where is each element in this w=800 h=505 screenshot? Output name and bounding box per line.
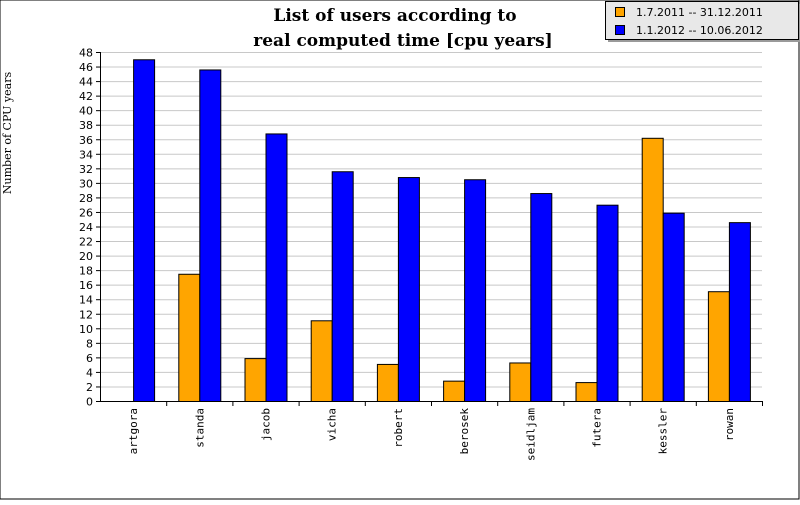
y-tick-label-36: 36 xyxy=(79,134,93,147)
bar-rowan-series-1 xyxy=(708,292,729,402)
bar-artgora-series-2 xyxy=(134,60,155,402)
y-tick-label-42: 42 xyxy=(79,90,93,103)
x-tick-label-seidljam: seidljam xyxy=(524,408,537,461)
y-tick-label-16: 16 xyxy=(79,279,93,292)
x-tick-label-kessler: kessler xyxy=(657,408,670,455)
y-tick-label-6: 6 xyxy=(86,352,93,365)
x-tick-label-futera: futera xyxy=(591,408,604,448)
bar-vicha-series-1 xyxy=(311,321,332,402)
y-axis-label: Number of CPU years xyxy=(1,72,14,195)
bar-vicha-series-2 xyxy=(332,172,353,402)
y-tick-label-34: 34 xyxy=(79,148,93,161)
x-tick-label-artgora: artgora xyxy=(127,408,140,454)
legend: 1.7.2011 -- 31.12.2011 1.1.2012 -- 10.06.… xyxy=(606,2,800,43)
x-tick-label-rowan: rowan xyxy=(723,408,736,441)
bar-jacob-series-2 xyxy=(266,134,287,402)
y-tick-label-8: 8 xyxy=(86,337,93,350)
y-tick-label-32: 32 xyxy=(79,163,93,176)
chart-title-line-1: List of users according to xyxy=(273,6,516,26)
legend-label-series-2: 1.1.2012 -- 10.06.2012 xyxy=(636,24,763,37)
bar-berosek-series-2 xyxy=(465,180,486,402)
y-tick-label-14: 14 xyxy=(79,294,93,307)
y-tick-label-48: 48 xyxy=(79,47,93,60)
y-tick-label-44: 44 xyxy=(79,76,93,89)
x-tick-label-vicha: vicha xyxy=(326,408,339,441)
y-tick-label-22: 22 xyxy=(79,236,93,249)
y-tick-label-12: 12 xyxy=(79,308,93,321)
y-tick-label-40: 40 xyxy=(79,105,93,118)
y-tick-label-0: 0 xyxy=(86,396,93,409)
bar-kessler-series-2 xyxy=(663,213,684,401)
bar-jacob-series-1 xyxy=(245,359,266,402)
y-tick-label-4: 4 xyxy=(86,366,93,379)
legend-swatch-series-2 xyxy=(616,26,625,35)
bar-futera-series-1 xyxy=(576,383,597,402)
y-tick-label-46: 46 xyxy=(79,61,93,74)
y-tick-label-10: 10 xyxy=(79,323,93,336)
bar-seidljam-series-2 xyxy=(531,194,552,402)
legend-swatch-series-1 xyxy=(616,8,625,17)
y-tick-label-20: 20 xyxy=(79,250,93,263)
bar-berosek-series-1 xyxy=(444,381,465,401)
y-tick-label-28: 28 xyxy=(79,192,93,205)
x-tick-label-berosek: berosek xyxy=(458,408,471,455)
bar-futera-series-2 xyxy=(597,205,618,401)
x-tick-label-standa: standa xyxy=(193,408,206,448)
y-tick-label-38: 38 xyxy=(79,119,93,132)
bar-robert-series-2 xyxy=(398,178,419,402)
bar-kessler-series-1 xyxy=(642,138,663,401)
x-tick-label-robert: robert xyxy=(392,408,405,448)
bar-seidljam-series-1 xyxy=(510,363,531,402)
bar-standa-series-2 xyxy=(200,70,221,402)
y-tick-label-26: 26 xyxy=(79,206,93,219)
chart-title-line-2: real computed time [cpu years] xyxy=(253,31,552,51)
y-tick-label-24: 24 xyxy=(79,221,93,234)
legend-label-series-1: 1.7.2011 -- 31.12.2011 xyxy=(636,6,763,19)
y-tick-label-30: 30 xyxy=(79,177,93,190)
bar-robert-series-1 xyxy=(377,364,398,401)
x-tick-label-jacob: jacob xyxy=(260,408,273,441)
y-tick-label-2: 2 xyxy=(86,381,93,394)
bar-standa-series-1 xyxy=(179,274,200,401)
y-tick-label-18: 18 xyxy=(79,265,93,278)
bar-rowan-series-2 xyxy=(729,223,750,402)
